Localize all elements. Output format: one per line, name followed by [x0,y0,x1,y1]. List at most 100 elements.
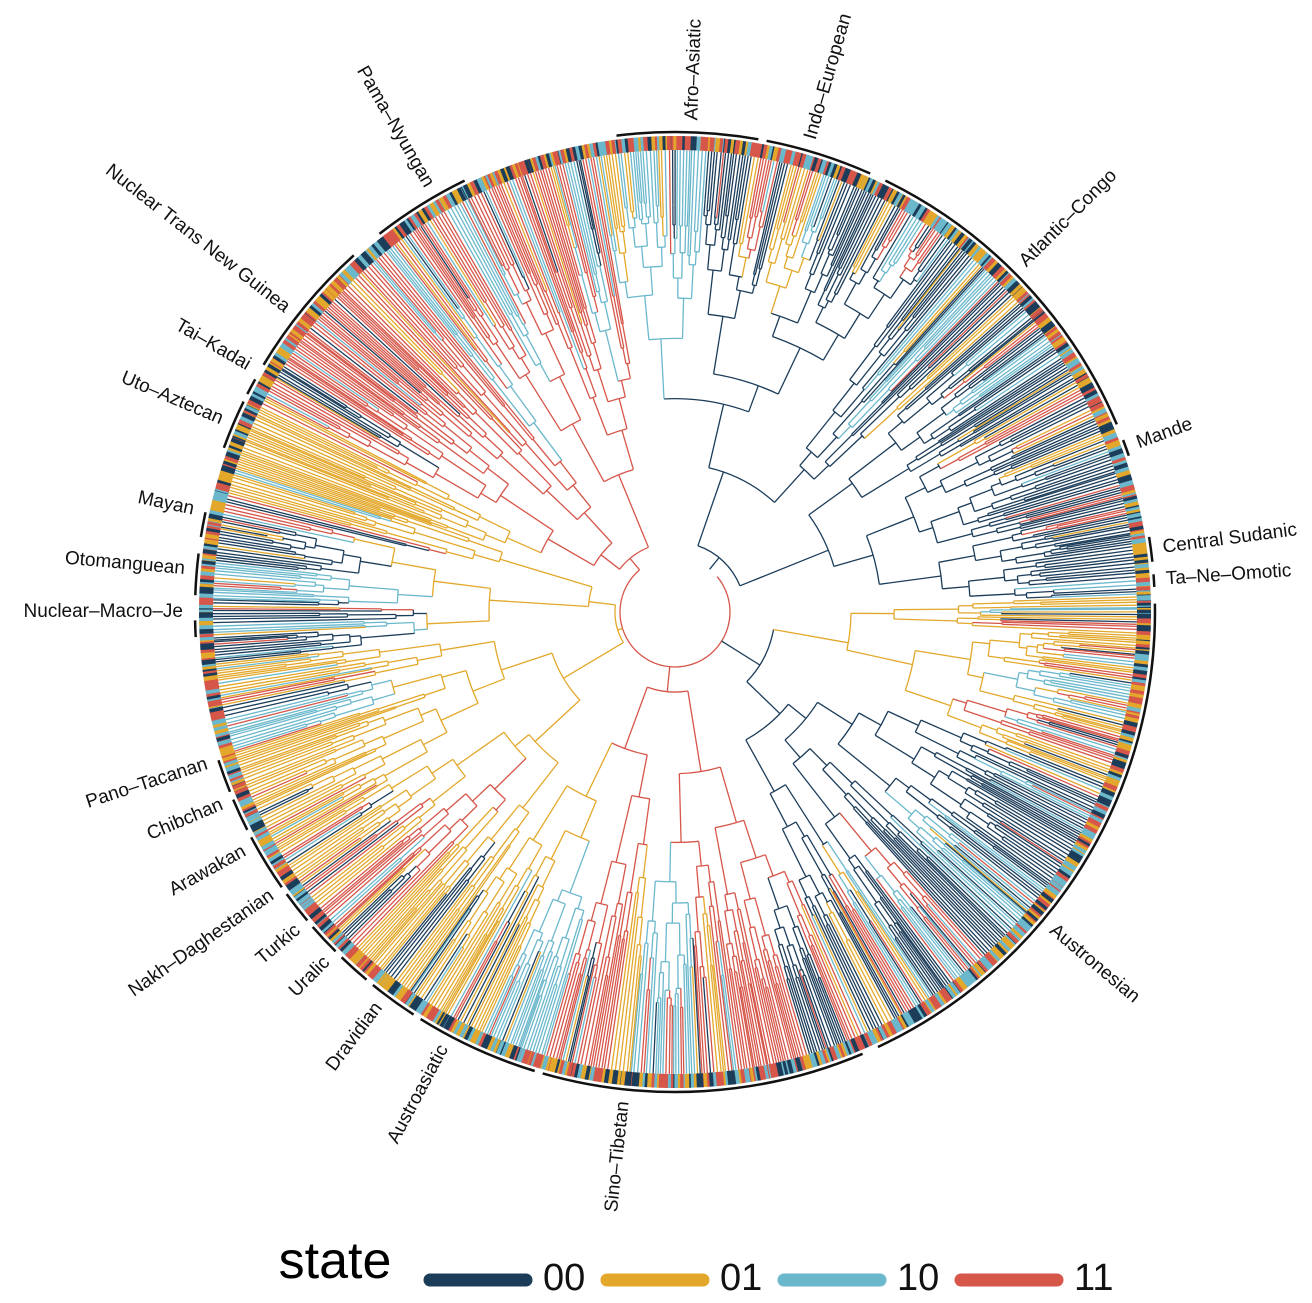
branch [1020,634,1032,635]
branch [318,692,328,694]
node-arc [348,684,349,688]
branch [1062,645,1080,647]
branch [387,623,414,624]
branch [560,939,569,967]
branch [533,439,555,465]
branch [540,933,543,940]
node-arc [873,278,879,282]
branch [349,601,398,603]
branch [893,893,899,900]
branch [359,721,367,724]
branch [613,216,615,229]
branch [1013,537,1033,541]
node-arc [433,468,439,478]
branch [332,562,342,564]
branch [900,268,906,277]
branch [422,798,431,804]
branch [1034,695,1054,700]
branch [1037,714,1043,716]
branch [417,656,442,661]
branch [645,296,649,340]
branch [785,740,800,758]
node-arc [567,786,596,801]
branch [1026,591,1053,593]
branch [360,436,371,442]
tip-state [645,137,646,151]
branch [624,931,625,939]
branch [1025,742,1038,747]
branch [765,855,773,876]
tip-state [643,1073,644,1087]
branch [560,462,576,483]
node-arc [714,374,779,394]
node-arc [847,613,851,650]
branch [905,488,925,498]
branch [382,740,421,759]
tip-state [717,138,718,152]
branch [885,792,912,815]
branch [640,197,641,203]
node-arc [562,890,582,897]
node-arc [305,543,306,550]
node-arc [417,657,418,664]
branch [921,720,961,738]
branch [881,265,884,270]
node-arc [787,945,793,947]
branch [784,257,788,268]
node-arc [715,820,744,827]
branch [276,582,295,584]
node-arc [991,486,995,495]
branch [619,475,649,548]
tip-state [637,1073,638,1087]
branch [594,297,598,312]
branch [429,550,446,554]
branch [715,828,727,895]
tip-branch [683,150,684,207]
branch [970,489,993,498]
tip-state [736,140,738,154]
branch [763,200,766,212]
branch [1054,698,1071,702]
branch [301,773,308,776]
branch [891,280,904,299]
branch [771,286,780,313]
node-arc [797,915,801,917]
tip-state [650,137,651,151]
branch [280,533,296,536]
branch [971,525,990,530]
branch [426,483,449,495]
tip-state [655,1074,656,1088]
branch [728,240,730,250]
branch [877,247,879,250]
branch [404,873,408,877]
branch [389,810,401,818]
branch [821,876,828,889]
branch [755,960,757,968]
branch [1026,655,1043,657]
branch [682,253,683,278]
branch [640,974,641,980]
branch [688,903,689,915]
node-arc [1017,719,1018,722]
branch [694,212,695,231]
branch [637,877,639,892]
branch [782,944,784,951]
branch [619,865,627,904]
branch [1002,839,1007,843]
branch [1040,675,1053,677]
branch [371,439,398,455]
branch [855,781,892,816]
branch [722,238,724,250]
branch [481,493,496,502]
branch [343,650,379,655]
branch [718,219,719,224]
branch [632,212,633,219]
branch [692,967,693,991]
branch [1057,693,1069,696]
node-arc [786,244,791,246]
branch [301,771,306,773]
branch [384,721,424,738]
node-arc [888,389,891,392]
branch [796,965,799,973]
node-arc [908,810,915,819]
